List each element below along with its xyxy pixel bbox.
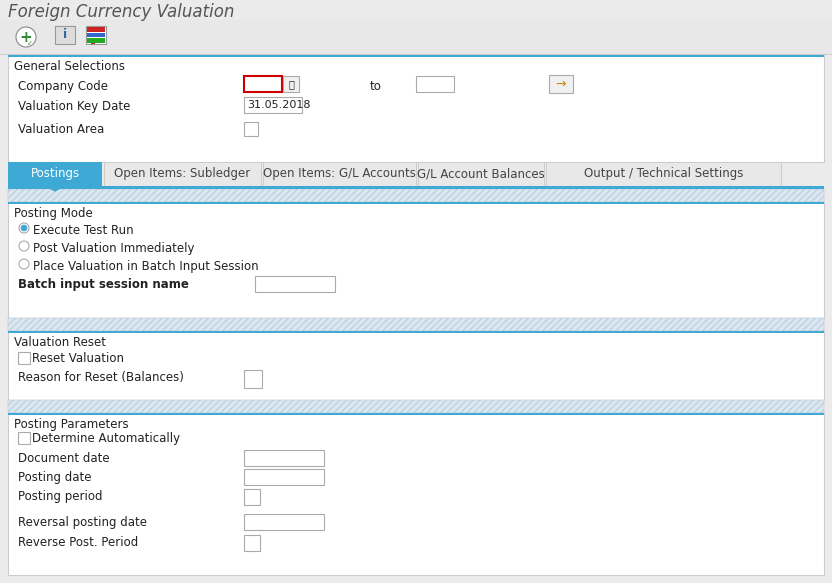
Bar <box>86 26 106 44</box>
Bar <box>8 55 824 162</box>
Bar <box>55 26 75 44</box>
Bar <box>8 202 824 204</box>
Circle shape <box>19 259 29 269</box>
Bar <box>244 122 258 136</box>
Text: Posting Mode: Posting Mode <box>14 207 92 220</box>
Text: ✓: ✓ <box>27 41 33 47</box>
Text: Posting Parameters: Posting Parameters <box>14 418 129 431</box>
Bar <box>8 189 824 202</box>
Bar <box>416 76 454 92</box>
Bar <box>0 20 832 55</box>
Bar <box>87 27 105 32</box>
Bar <box>8 189 824 202</box>
Bar <box>255 276 335 292</box>
Bar <box>8 331 824 400</box>
Text: Posting date: Posting date <box>18 471 92 484</box>
Text: G/L Account Balances: G/L Account Balances <box>417 167 545 181</box>
Bar <box>244 370 262 388</box>
Text: Foreign Currency Valuation: Foreign Currency Valuation <box>8 3 235 21</box>
Bar <box>244 489 260 505</box>
Bar <box>8 400 824 413</box>
Bar <box>18 352 30 364</box>
Text: General Selections: General Selections <box>14 60 125 73</box>
Bar <box>549 75 573 93</box>
Bar <box>8 331 824 333</box>
Circle shape <box>16 27 36 47</box>
Bar <box>263 162 416 186</box>
Text: Valuation Key Date: Valuation Key Date <box>18 100 131 113</box>
Text: Reason for Reset (Balances): Reason for Reset (Balances) <box>18 371 184 384</box>
Text: Execute Test Run: Execute Test Run <box>33 224 134 237</box>
Bar <box>8 400 824 413</box>
Text: Postings: Postings <box>31 167 80 181</box>
Circle shape <box>19 223 29 233</box>
Text: 31.05.2018: 31.05.2018 <box>247 100 310 111</box>
Text: Determine Automatically: Determine Automatically <box>32 432 180 445</box>
Bar <box>8 55 824 57</box>
Text: Output / Technical Settings: Output / Technical Settings <box>584 167 743 181</box>
Circle shape <box>19 241 29 251</box>
Text: Posting period: Posting period <box>18 490 102 503</box>
Text: i: i <box>63 29 67 41</box>
Polygon shape <box>46 186 64 191</box>
Bar <box>244 514 324 530</box>
Bar <box>8 318 824 331</box>
Bar <box>8 413 824 415</box>
Text: Open Items: G/L Accounts: Open Items: G/L Accounts <box>263 167 416 181</box>
Text: Reverse Post. Period: Reverse Post. Period <box>18 536 138 549</box>
Text: →: → <box>556 78 567 90</box>
Bar <box>283 76 299 92</box>
Text: Valuation Reset: Valuation Reset <box>14 336 106 349</box>
Bar <box>91 43 95 44</box>
Text: Reversal posting date: Reversal posting date <box>18 516 147 529</box>
Bar <box>546 162 781 186</box>
Text: +: + <box>20 30 32 45</box>
Bar <box>0 54 832 55</box>
Bar <box>87 33 105 37</box>
Text: Post Valuation Immediately: Post Valuation Immediately <box>33 242 195 255</box>
Bar <box>244 76 282 92</box>
Text: Reset Valuation: Reset Valuation <box>32 352 124 365</box>
Text: Document date: Document date <box>18 452 110 465</box>
Bar <box>244 469 324 485</box>
Bar <box>244 450 324 466</box>
Bar <box>87 38 105 43</box>
Bar <box>8 162 102 186</box>
Text: to: to <box>370 80 382 93</box>
Bar <box>244 97 302 113</box>
Bar <box>8 202 824 318</box>
Bar <box>418 162 544 186</box>
Text: 🔍: 🔍 <box>288 79 294 89</box>
Text: Batch input session name: Batch input session name <box>18 278 189 291</box>
Text: Open Items: Subledger: Open Items: Subledger <box>114 167 250 181</box>
Bar <box>0 0 832 20</box>
Text: Valuation Area: Valuation Area <box>18 123 104 136</box>
Bar <box>8 413 824 575</box>
Text: Place Valuation in Batch Input Session: Place Valuation in Batch Input Session <box>33 260 259 273</box>
Circle shape <box>21 225 27 231</box>
Bar <box>104 162 261 186</box>
Bar <box>8 318 824 331</box>
Bar <box>18 432 30 444</box>
Bar <box>244 535 260 551</box>
Bar <box>8 186 824 189</box>
Text: Company Code: Company Code <box>18 80 108 93</box>
